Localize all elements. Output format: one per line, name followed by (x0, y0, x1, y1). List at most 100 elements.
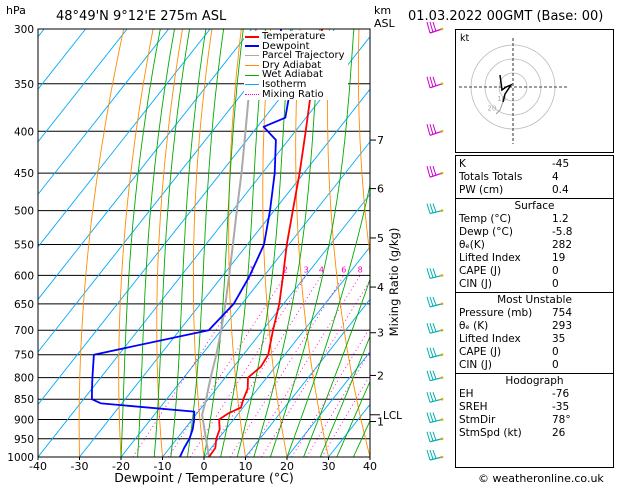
index-row: K -45 (459, 158, 610, 171)
wind-barb (426, 21, 444, 34)
mixing-ratio-line (132, 275, 253, 457)
index-row: Temp (°C) 1.2 (459, 213, 610, 226)
wind-barb-feather (432, 124, 437, 134)
dry-adiabat-line (357, 29, 370, 260)
wet-adiabat-line (236, 29, 292, 457)
wind-barb-staff (429, 438, 443, 443)
index-value: 0 (552, 346, 559, 358)
wind-barb-dot (440, 82, 444, 86)
pressure-tick-label: 400 (14, 126, 34, 138)
wind-barb (426, 268, 444, 279)
dry-adiabat-line (192, 29, 213, 457)
wind-barb (426, 449, 444, 461)
x-tick-label: -30 (71, 460, 89, 473)
wind-barb-dot (440, 209, 444, 212)
index-label: Temp (°C) (459, 213, 512, 225)
legend-item: Dewpoint (245, 41, 345, 52)
parcel-trajectory-line (201, 29, 257, 457)
index-row: CIN (J) 0 (459, 278, 610, 291)
wind-barb-feather (432, 296, 437, 306)
isotherm-line (203, 246, 370, 457)
mixing-ratio-label: 20 (411, 265, 421, 274)
isotherm-line (38, 35, 370, 457)
index-label: CAPE (J) (459, 346, 502, 358)
legend-label: Isotherm (262, 78, 307, 90)
legend-item: Dry Adiabat (245, 59, 345, 71)
index-row: PW (cm) 0.4 (459, 184, 610, 197)
index-label: PW (cm) (459, 184, 504, 196)
legend-label: Dry Adiabat (262, 59, 322, 71)
wind-barb-staff (429, 210, 443, 215)
pressure-tick-label: 900 (14, 415, 34, 427)
hodograph-ring-label: 20 (487, 105, 496, 113)
isotherm-line (286, 351, 370, 457)
legend-swatch (245, 35, 259, 38)
index-value: 1.2 (552, 213, 569, 225)
km-tick-label: 5 (377, 232, 384, 245)
dry-adiabat-line (262, 29, 288, 457)
wet-adiabat-line (170, 29, 207, 457)
wind-barb-dot (440, 171, 444, 175)
pressure-tick-label: 450 (14, 168, 34, 180)
index-value: -5.8 (552, 226, 573, 238)
km-tick-label: 1 (377, 416, 384, 429)
section-title: Hodograph (505, 375, 564, 387)
wet-adiabat-line (153, 29, 191, 457)
legend-item: Temperature (245, 32, 345, 42)
index-value: 78° (552, 414, 571, 426)
mixing-ratio-label: 8 (358, 265, 363, 274)
pressure-tick-label: 300 (14, 24, 34, 36)
wind-barb (426, 323, 444, 334)
wind-barb-dot (440, 437, 444, 441)
pressure-tick-label: 800 (14, 373, 34, 385)
isotherm-line (162, 193, 370, 457)
wind-barb-feather (426, 124, 431, 136)
mixing-ratio-line (306, 350, 370, 457)
mixing-ratio-line (190, 275, 307, 457)
legend-swatch (245, 84, 259, 86)
index-label: θₑ (K) (459, 320, 489, 332)
chart-legend: Temperature Dewpoint Parcel Trajectory Dry … (244, 31, 348, 101)
index-value: 0 (552, 359, 559, 371)
wind-barb-feather (426, 21, 431, 34)
x-tick-label: 20 (280, 460, 294, 473)
km-tick-label: 3 (377, 327, 384, 340)
mixing-ratio-label: 4 (319, 265, 324, 274)
index-label: θₑ(K) (459, 239, 485, 251)
isotherm-line (38, 29, 211, 248)
index-label: K (459, 158, 466, 170)
index-label: Lifted Index (459, 333, 521, 345)
pressure-tick-label: 750 (14, 350, 34, 362)
indices-table: K -45 Totals Totals 4 PW (cm) 0.4 Surface Temp … (455, 155, 614, 468)
wind-barb-staff (429, 303, 443, 308)
index-value: -45 (552, 158, 570, 170)
index-value: 4 (552, 171, 559, 183)
legend-swatch (245, 93, 259, 95)
wind-barb-feather (426, 431, 431, 442)
wind-barb-feather (429, 370, 434, 381)
wind-barb-feather (432, 347, 437, 357)
km-label: km (374, 4, 392, 17)
index-value: 0 (552, 278, 559, 290)
wind-barb-dot (440, 274, 444, 277)
wet-adiabat-line (269, 29, 355, 457)
wind-barb-feather (432, 203, 437, 213)
hodograph-unit-label: kt (460, 33, 470, 44)
index-label: Pressure (mb) (459, 307, 533, 319)
wind-barb (426, 431, 444, 443)
mixing-ratio-label: 6 (341, 265, 346, 274)
wind-barb-feather (432, 76, 437, 87)
wind-barb-feather (432, 370, 437, 380)
legend-item: Wet Adiabat (245, 70, 345, 80)
pressure-tick-label: 600 (14, 270, 34, 282)
dry-adiabat-line (228, 29, 246, 457)
legend-label: Parcel Trajectory (262, 50, 345, 62)
hodograph-ring (470, 44, 556, 130)
dry-adiabat-line (327, 29, 370, 457)
km-tick-label: 7 (377, 134, 384, 147)
index-label: CIN (J) (459, 359, 492, 371)
wet-adiabat-line (336, 380, 370, 457)
wind-barb-feather (426, 268, 431, 279)
legend-label: Mixing Ratio (262, 88, 324, 100)
